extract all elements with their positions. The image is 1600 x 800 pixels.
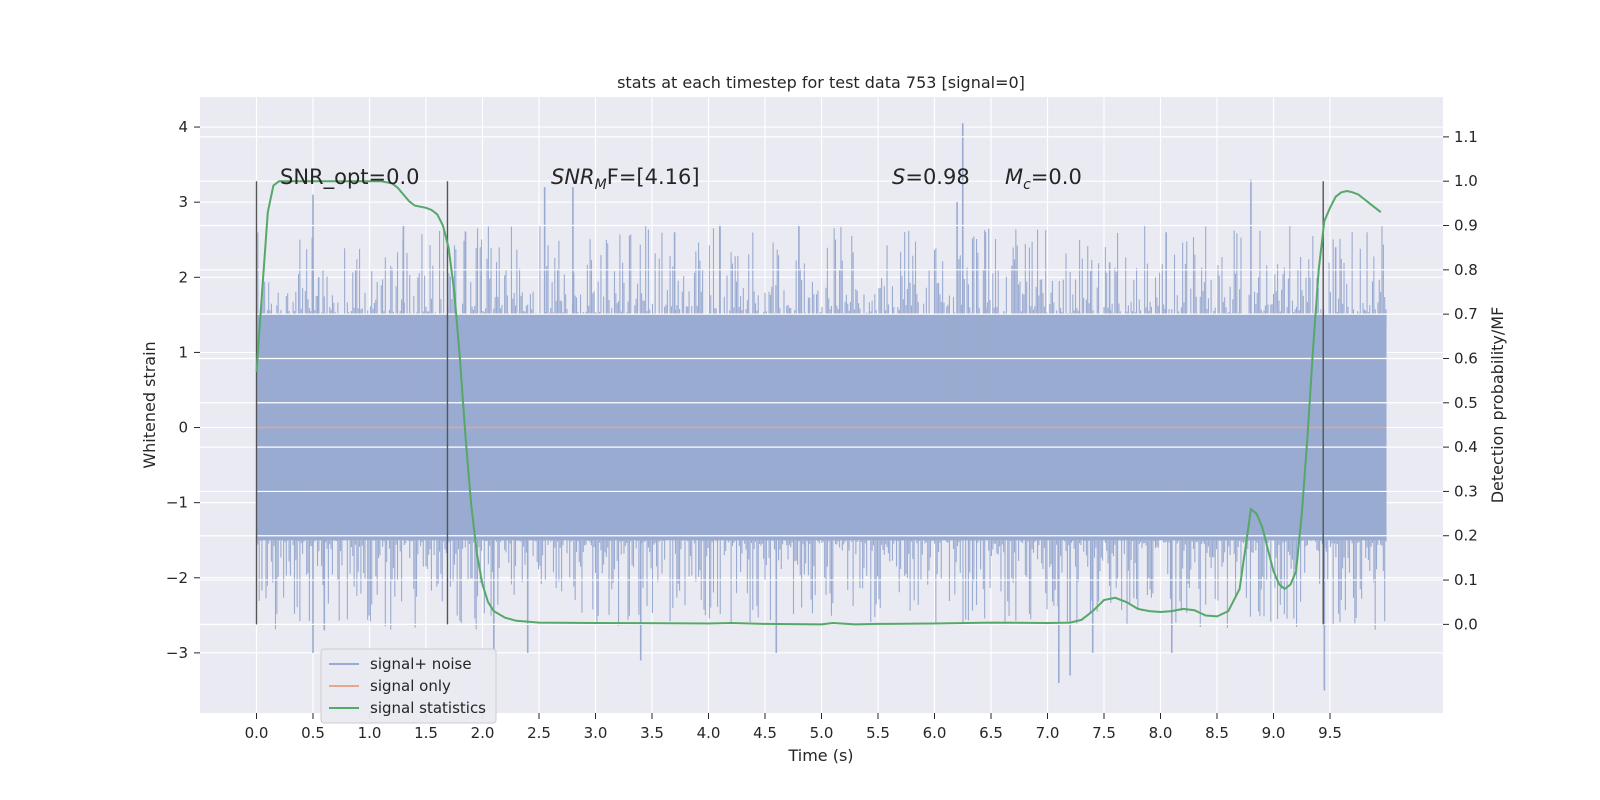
y-tick-label: 1 bbox=[178, 343, 188, 361]
annotation-snr-mf: SNRMF=[4.16] bbox=[551, 165, 700, 193]
y-tick-label: 2 bbox=[178, 268, 188, 286]
x-tick-label: 7.0 bbox=[1036, 724, 1060, 742]
legend-label-signal-statistics: signal statistics bbox=[370, 699, 486, 717]
x-axis-label: Time (s) bbox=[787, 746, 853, 765]
s-var: S bbox=[892, 165, 905, 189]
legend: signal+ noise signal only signal statist… bbox=[320, 648, 497, 724]
x-tick-label: 3.0 bbox=[584, 724, 608, 742]
snr-mf-sub: M bbox=[595, 177, 607, 193]
y2-tick-label: 0.1 bbox=[1454, 571, 1478, 589]
x-tick-label: 5.0 bbox=[810, 724, 834, 742]
y2-tick-label: 1.1 bbox=[1454, 128, 1478, 146]
y2-tick-label: 0.7 bbox=[1454, 305, 1478, 323]
x-tick-label: 1.0 bbox=[358, 724, 382, 742]
x-tick-label: 9.0 bbox=[1262, 724, 1286, 742]
y2-tick-label: 0.5 bbox=[1454, 394, 1478, 412]
grid-overlay bbox=[200, 136, 1443, 625]
y2-axis-ticks: 1.1 1.0 0.9 0.8 0.7 0.6 0.5 0.4 0.3 0.2 0.1 0.0 bbox=[1443, 128, 1478, 633]
y-tick-label: 4 bbox=[178, 118, 188, 136]
y2-tick-label: 0.6 bbox=[1454, 349, 1478, 367]
x-tick-label: 6.5 bbox=[979, 724, 1003, 742]
signal-statistics-line bbox=[255, 180, 1382, 626]
legend-label-signal-only: signal only bbox=[370, 677, 451, 695]
x-tick-label: 6.0 bbox=[923, 724, 947, 742]
legend-box bbox=[320, 648, 497, 724]
mc-val: =0.0 bbox=[1031, 165, 1082, 189]
y-tick-label: 3 bbox=[178, 193, 188, 211]
annotation-snr-opt: SNR_opt=0.0 bbox=[280, 165, 420, 190]
y-axis-label: Whitened strain bbox=[140, 341, 159, 468]
y2-tick-label: 0.4 bbox=[1454, 438, 1478, 456]
x-tick-label: 3.5 bbox=[640, 724, 664, 742]
x-tick-label: 7.5 bbox=[1092, 724, 1116, 742]
mc-sub: c bbox=[1023, 177, 1031, 193]
y2-tick-label: 0.9 bbox=[1454, 217, 1478, 235]
x-axis-ticks: 0.0 0.5 1.0 1.5 2.0 2.5 3.0 3.5 4.0 4.5 5.0 5.5 6.0 6… bbox=[245, 713, 1342, 742]
x-tick-label: 5.5 bbox=[866, 724, 890, 742]
y2-tick-label: 0.8 bbox=[1454, 261, 1478, 279]
vertical-markers bbox=[255, 181, 1324, 625]
y2-axis-label: Detection probability/MF bbox=[1488, 307, 1507, 504]
y-tick-label: −2 bbox=[166, 569, 188, 587]
x-tick-label: 8.5 bbox=[1205, 724, 1229, 742]
y-tick-label: −1 bbox=[166, 494, 188, 512]
chart-title: stats at each timestep for test data 753… bbox=[617, 73, 1025, 92]
x-tick-label: 1.5 bbox=[414, 724, 438, 742]
snr-mf-main: SNR bbox=[551, 165, 595, 189]
x-tick-label: 8.0 bbox=[1149, 724, 1173, 742]
x-tick-label: 0.5 bbox=[301, 724, 325, 742]
y2-tick-label: 1.0 bbox=[1454, 172, 1478, 190]
mc-var: M bbox=[1005, 165, 1023, 189]
y-tick-label: 0 bbox=[178, 419, 188, 437]
y-tick-label: −3 bbox=[166, 644, 188, 662]
x-tick-label: 4.0 bbox=[697, 724, 721, 742]
snr-mf-tail: F=[4.16] bbox=[607, 165, 700, 189]
legend-label-signal-noise: signal+ noise bbox=[370, 655, 472, 673]
y2-tick-label: 0.2 bbox=[1454, 527, 1478, 545]
x-tick-label: 2.0 bbox=[471, 724, 495, 742]
s-val: =0.98 bbox=[905, 165, 969, 189]
series-signal-statistics bbox=[255, 180, 1382, 626]
x-tick-label: 4.5 bbox=[753, 724, 777, 742]
x-tick-label: 0.0 bbox=[245, 724, 269, 742]
x-tick-label: 2.5 bbox=[527, 724, 551, 742]
x-tick-label: 9.5 bbox=[1318, 724, 1342, 742]
annotation-s: S=0.98 bbox=[892, 165, 970, 189]
annotation-mc: Mc=0.0 bbox=[1005, 165, 1082, 193]
y-axis-ticks: 4 3 2 1 0 −1 −2 −3 bbox=[166, 118, 200, 662]
y2-tick-label: 0.3 bbox=[1454, 482, 1478, 500]
y2-tick-label: 0.0 bbox=[1454, 615, 1478, 633]
